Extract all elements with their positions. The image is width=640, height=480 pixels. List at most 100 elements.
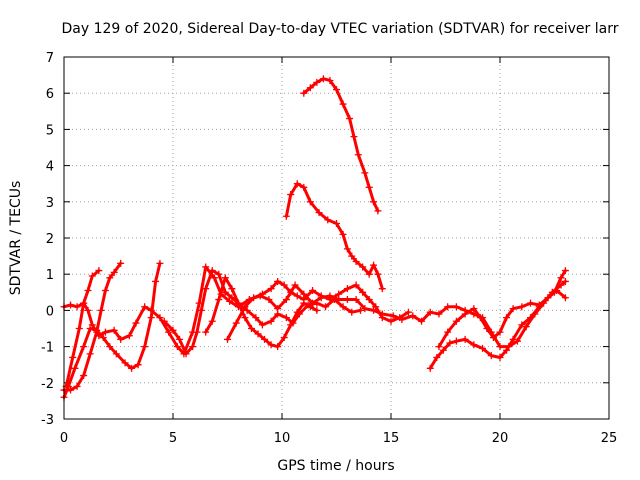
data-point xyxy=(350,133,358,141)
data-point xyxy=(496,343,504,351)
data-point xyxy=(112,350,120,358)
data-point xyxy=(224,335,231,343)
data-point xyxy=(274,277,282,285)
data-point xyxy=(282,314,290,322)
data-point xyxy=(309,286,317,294)
y-tick-labels: -3 -2 -1 0 1 2 3 4 5 6 7 xyxy=(41,51,54,428)
data-point xyxy=(293,180,301,188)
data-point xyxy=(522,323,530,331)
data-point xyxy=(88,321,96,329)
data-point xyxy=(356,306,364,314)
data-point xyxy=(189,343,197,351)
data-point xyxy=(324,216,332,224)
data-point xyxy=(147,314,155,322)
data-point xyxy=(86,325,94,332)
data-point xyxy=(152,277,160,285)
data-point xyxy=(67,386,75,394)
data-point xyxy=(84,306,92,314)
series-line xyxy=(62,261,162,399)
data-point xyxy=(561,267,569,275)
data-point xyxy=(527,299,535,307)
data-point xyxy=(306,84,314,92)
data-point xyxy=(106,274,114,282)
data-point xyxy=(503,314,511,322)
data-point xyxy=(346,115,354,123)
data-point xyxy=(496,328,504,336)
data-point xyxy=(561,277,569,285)
series-line xyxy=(437,289,567,349)
data-point xyxy=(446,339,454,347)
y-tick-label: 1 xyxy=(46,268,54,283)
data-point xyxy=(101,328,109,336)
data-point xyxy=(101,286,109,294)
data-point xyxy=(470,305,478,313)
data-point xyxy=(378,314,386,322)
data-point xyxy=(165,328,173,336)
data-point xyxy=(221,274,229,282)
data-point xyxy=(370,306,378,314)
data-point xyxy=(352,258,360,266)
data-point xyxy=(258,321,266,329)
data-point xyxy=(343,296,351,304)
data-point xyxy=(221,288,229,296)
data-point xyxy=(125,332,133,340)
data-point xyxy=(293,292,301,300)
data-point xyxy=(254,330,262,338)
y-tick-label: 3 xyxy=(46,196,54,211)
data-point xyxy=(182,350,190,358)
data-point xyxy=(426,364,434,372)
data-point xyxy=(557,274,565,282)
data-point xyxy=(333,86,340,94)
data-point xyxy=(193,328,201,336)
data-point xyxy=(300,89,308,97)
data-point xyxy=(176,335,184,343)
data-point xyxy=(313,78,321,86)
data-point xyxy=(141,343,149,351)
data-point xyxy=(280,334,288,342)
x-tick-label: 20 xyxy=(492,431,509,446)
data-point xyxy=(370,198,378,206)
data-point xyxy=(208,267,216,275)
data-point xyxy=(73,382,81,390)
data-point xyxy=(210,274,218,282)
data-point xyxy=(95,267,103,275)
data-point xyxy=(80,299,88,307)
data-point xyxy=(293,308,301,316)
data-point xyxy=(300,296,308,304)
data-point xyxy=(313,306,321,314)
data-point xyxy=(359,263,367,271)
data-point xyxy=(435,310,443,318)
chart-title: Day 129 of 2020, Sidereal Day-to-day VTE… xyxy=(62,21,619,37)
data-point xyxy=(444,328,452,336)
data-point xyxy=(241,314,249,322)
data-point xyxy=(365,270,373,278)
data-point xyxy=(503,346,511,354)
data-point xyxy=(228,285,236,293)
data-point xyxy=(73,303,81,311)
data-point xyxy=(365,183,373,191)
data-point xyxy=(372,303,380,311)
data-point xyxy=(319,75,327,83)
data-point xyxy=(426,308,434,316)
data-point xyxy=(291,281,299,289)
data-point xyxy=(489,334,497,342)
series-track-d xyxy=(62,267,103,390)
data-point xyxy=(315,209,323,217)
y-tick-label: 4 xyxy=(46,160,54,175)
data-point xyxy=(156,314,164,322)
data-point xyxy=(461,335,469,343)
data-point xyxy=(339,230,347,238)
plot-frame xyxy=(63,56,610,420)
data-point xyxy=(509,305,517,313)
x-tick-label: 0 xyxy=(60,431,68,446)
series-track-k xyxy=(435,286,569,351)
data-point xyxy=(243,306,251,314)
y-tick-label: 5 xyxy=(46,123,54,138)
data-point xyxy=(326,77,334,85)
data-point xyxy=(215,296,223,304)
data-point xyxy=(452,303,460,311)
data-point xyxy=(261,335,269,343)
data-point xyxy=(509,335,517,343)
data-point xyxy=(343,285,351,293)
data-point xyxy=(313,299,321,307)
